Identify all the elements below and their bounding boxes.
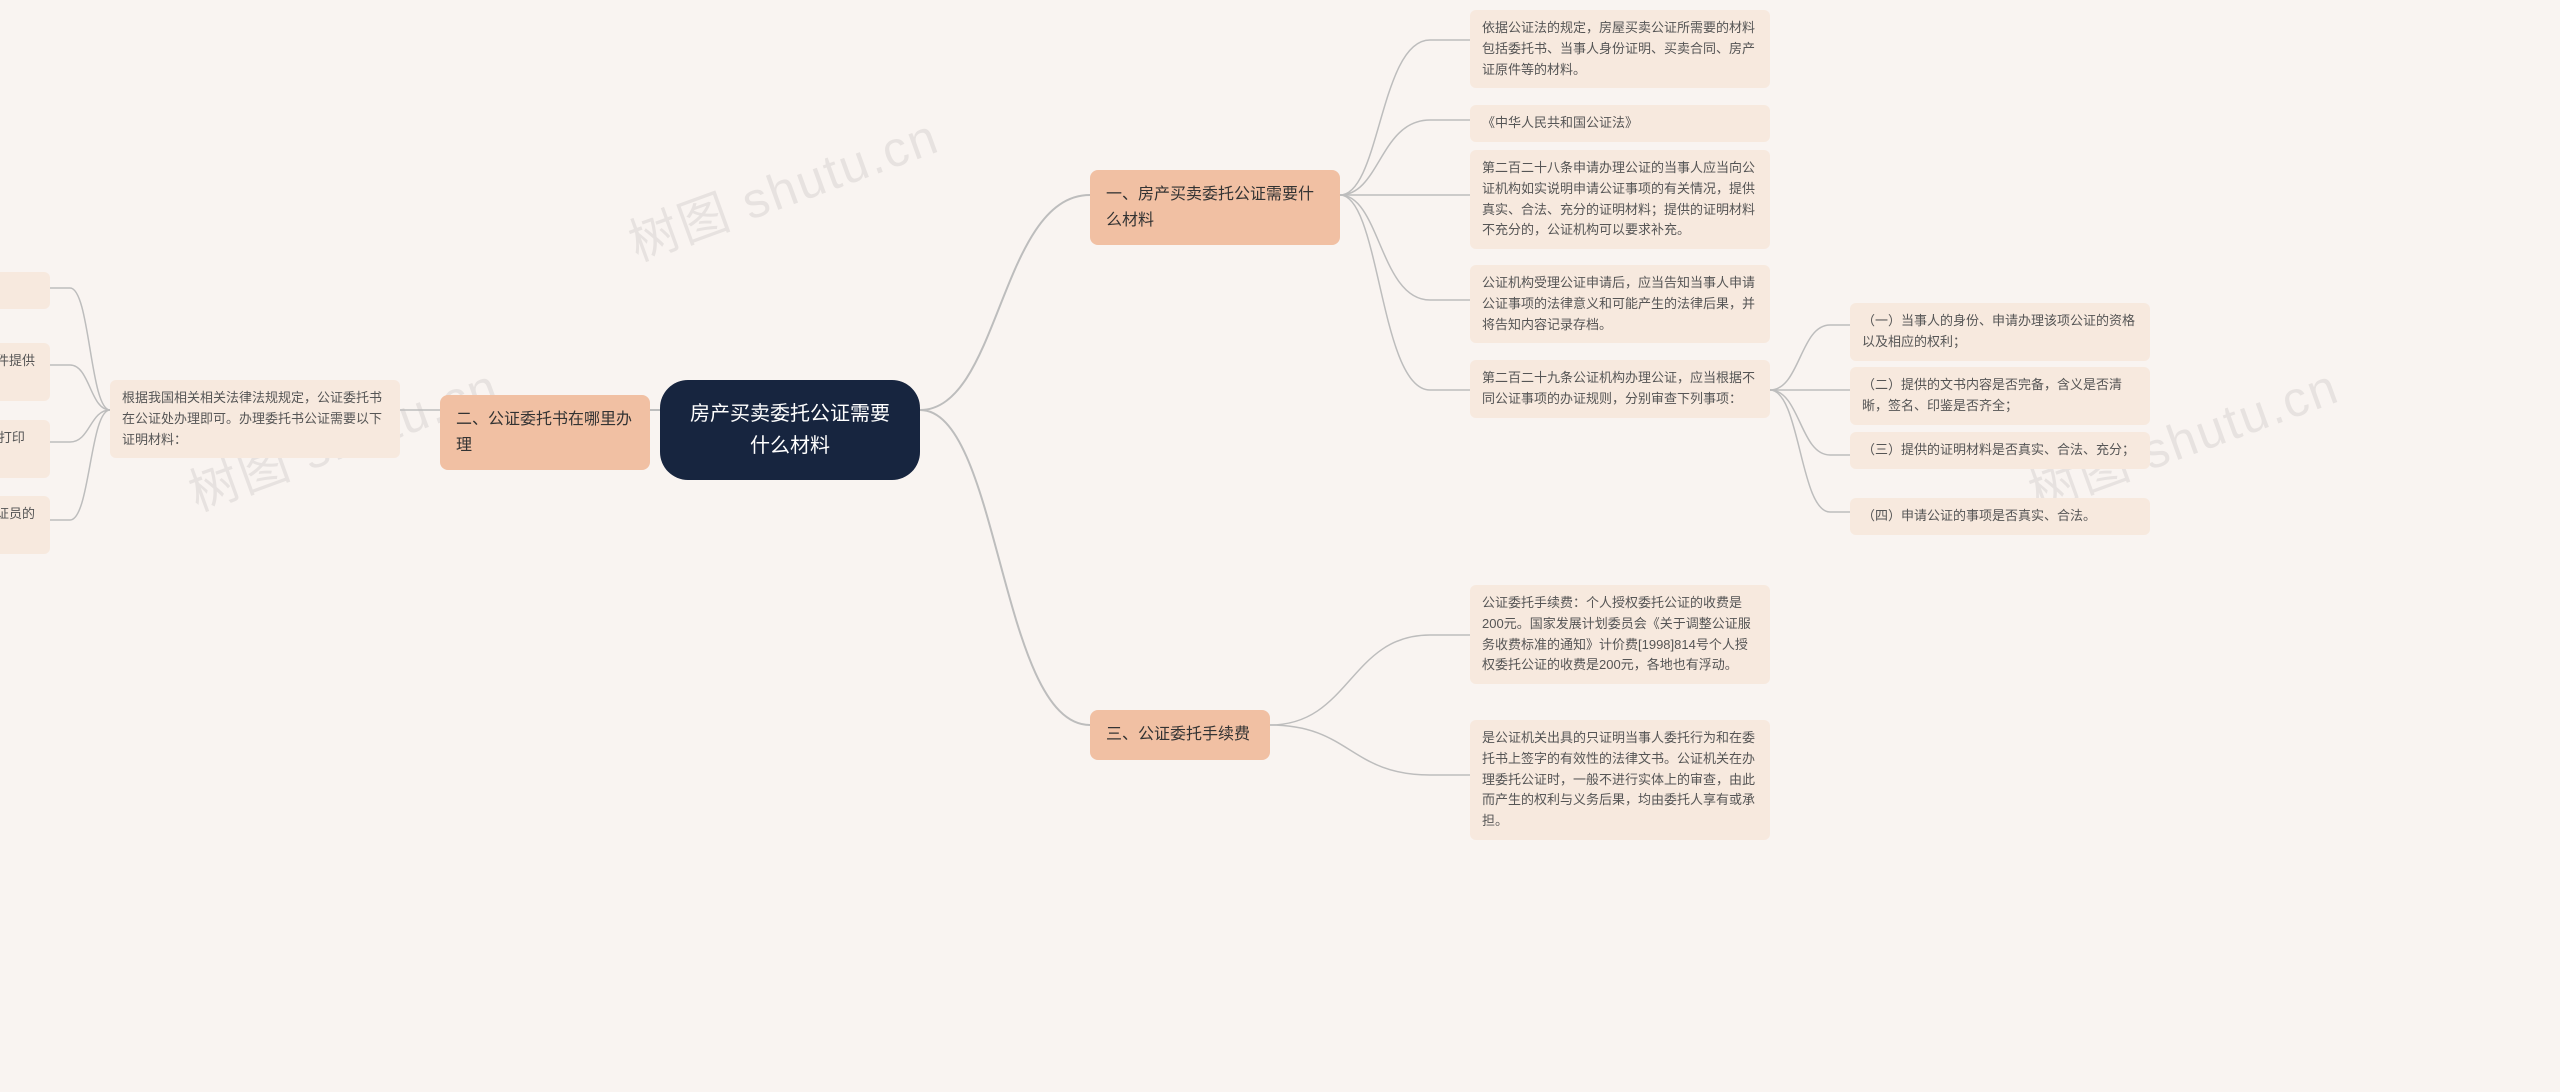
- leaf-b1c5d[interactable]: （四）申请公证的事项是否真实、合法。: [1850, 498, 2150, 535]
- branch-3[interactable]: 三、公证委托手续费: [1090, 710, 1270, 760]
- leaf-b2c1c[interactable]: （三）授权委托书（A4纸大小，委托内容打印好）: [0, 420, 50, 478]
- leaf-b2c1b[interactable]: （二）受托人的身份证、户口簿（没有原件提供复印件一般也可以）: [0, 343, 50, 401]
- leaf-b1c5[interactable]: 第二百二十九条公证机构办理公证，应当根据不同公证事项的办证规则，分别审查下列事项…: [1470, 360, 1770, 418]
- branch-2[interactable]: 二、公证委托书在哪里办理: [440, 395, 650, 470]
- leaf-b3c1[interactable]: 公证委托手续费：个人授权委托公证的收费是200元。国家发展计划委员会《关于调整公…: [1470, 585, 1770, 684]
- leaf-b2c1a[interactable]: （一）委托人的身份证、户口簿原件: [0, 272, 50, 309]
- leaf-b1c5b[interactable]: （二）提供的文书内容是否完备，含义是否清晰，签名、印鉴是否齐全；: [1850, 367, 2150, 425]
- leaf-b1c5a[interactable]: （一）当事人的身份、申请办理该项公证的资格以及相应的权利；: [1850, 303, 2150, 361]
- leaf-b1c5c[interactable]: （三）提供的证明材料是否真实、合法、充分；: [1850, 432, 2150, 469]
- branch-1[interactable]: 一、房产买卖委托公证需要什么材料: [1090, 170, 1340, 245]
- root-node[interactable]: 房产买卖委托公证需要什么材料: [660, 380, 920, 480]
- leaf-b1c4[interactable]: 公证机构受理公证申请后，应当告知当事人申请公证事项的法律意义和可能产生的法律后果…: [1470, 265, 1770, 343]
- leaf-b3c2[interactable]: 是公证机关出具的只证明当事人委托行为和在委托书上签字的有效性的法律文书。公证机关…: [1470, 720, 1770, 840]
- watermark: 树图 shutu.cn: [617, 97, 947, 276]
- leaf-b1c3[interactable]: 第二百二十八条申请办理公证的当事人应当向公证机构如实说明申请公证事项的有关情况，…: [1470, 150, 1770, 249]
- leaf-b2c1d[interactable]: （四）委托人本人亲自到公证处，当着公证员的面，面签委托书（受托人可以不用前往）。: [0, 496, 50, 554]
- leaf-b1c2[interactable]: 《中华人民共和国公证法》: [1470, 105, 1770, 142]
- leaf-b2c1[interactable]: 根据我国相关相关法律法规规定，公证委托书在公证处办理即可。办理委托书公证需要以下…: [110, 380, 400, 458]
- connector-layer: [0, 0, 2560, 1092]
- leaf-b1c1[interactable]: 依据公证法的规定，房屋买卖公证所需要的材料包括委托书、当事人身份证明、买卖合同、…: [1470, 10, 1770, 88]
